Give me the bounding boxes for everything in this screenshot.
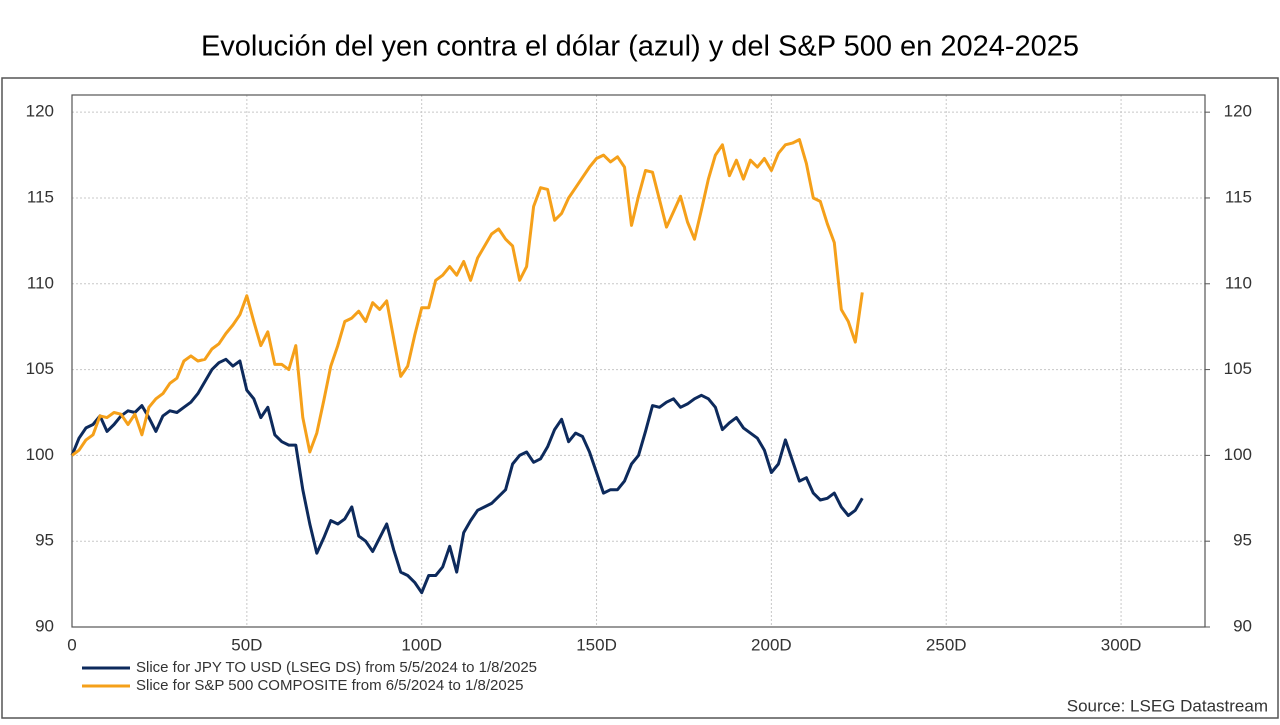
y-tick-label: 95 — [35, 531, 54, 550]
y2-tick-label: 115 — [1225, 187, 1252, 206]
y-tick-label: 90 — [35, 616, 54, 635]
y-tick-label: 110 — [27, 273, 54, 292]
series-line — [70, 357, 864, 595]
y2-tick-label: 100 — [1224, 445, 1252, 464]
y-tick-label: 115 — [27, 187, 54, 206]
y-tick-label: 120 — [26, 102, 54, 121]
chart-title: Evolución del yen contra el dólar (azul)… — [201, 31, 1079, 63]
y2-tick-label: 95 — [1233, 531, 1252, 550]
legend-label: Slice for S&P 500 COMPOSITE from 6/5/202… — [136, 677, 523, 694]
y-tick-label: 105 — [26, 359, 54, 378]
chart-border — [1, 77, 1279, 719]
x-tick-label: 100D — [401, 635, 442, 654]
x-tick-label: 50D — [231, 635, 262, 654]
y2-tick-label: 120 — [1224, 102, 1252, 121]
y2-tick-label: 90 — [1233, 616, 1252, 635]
source: Source: LSEG Datastream — [1067, 696, 1268, 715]
y2-tick-label: 110 — [1225, 273, 1252, 292]
x-tick-label: 200D — [751, 635, 792, 654]
x-tick-label: 150D — [576, 635, 617, 654]
y2-tick-label: 105 — [1224, 359, 1252, 378]
y-tick-label: 100 — [26, 445, 54, 464]
x-tick-label: 250D — [926, 635, 967, 654]
series-line — [71, 138, 864, 457]
plot-frame — [71, 94, 1206, 628]
x-tick-label: 300D — [1101, 635, 1142, 654]
legend-label: Slice for JPY TO USD (LSEG DS) from 5/5/… — [136, 659, 537, 676]
x-tick-label: 0 — [67, 635, 76, 654]
